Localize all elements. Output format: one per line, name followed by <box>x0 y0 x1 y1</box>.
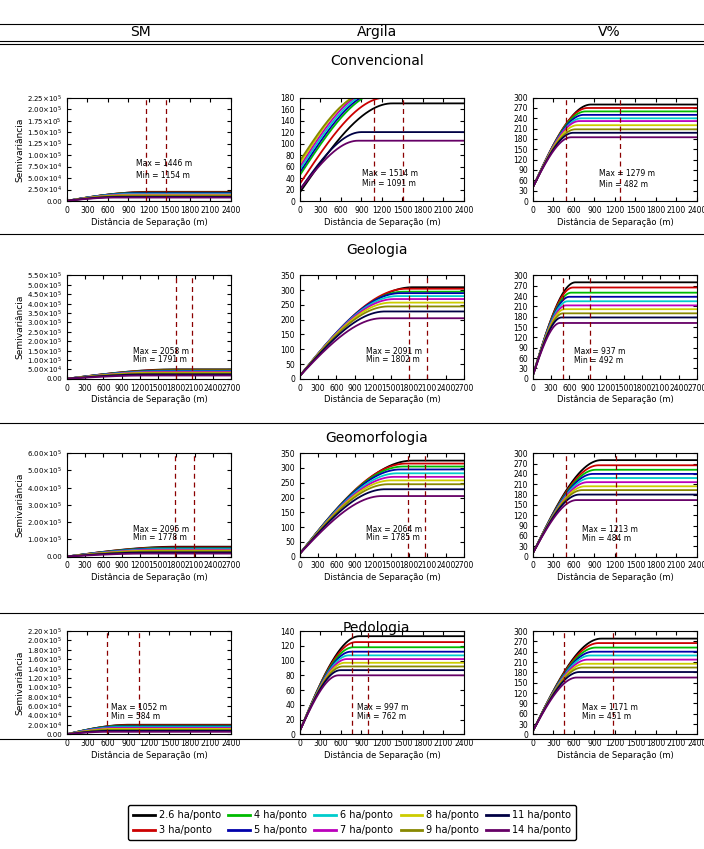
Text: Min = 492 m: Min = 492 m <box>574 357 623 365</box>
X-axis label: Distância de Separação (m): Distância de Separação (m) <box>557 573 673 582</box>
Text: SM: SM <box>130 25 151 39</box>
Text: Min = 1778 m: Min = 1778 m <box>132 533 187 543</box>
X-axis label: Distância de Separação (m): Distância de Separação (m) <box>91 396 207 404</box>
X-axis label: Distância de Separação (m): Distância de Separação (m) <box>324 573 440 582</box>
Text: Max = 1514 m: Max = 1514 m <box>363 169 418 178</box>
Text: Max = 2091 m: Max = 2091 m <box>365 347 422 356</box>
X-axis label: Distância de Separação (m): Distância de Separação (m) <box>557 751 673 760</box>
Text: Max = 2095 m: Max = 2095 m <box>132 525 189 534</box>
X-axis label: Distância de Separação (m): Distância de Separação (m) <box>91 751 207 760</box>
X-axis label: Distância de Separação (m): Distância de Separação (m) <box>324 751 440 760</box>
Legend: 2.6 ha/ponto, 3 ha/ponto, 4 ha/ponto, 5 ha/ponto, 6 ha/ponto, 7 ha/ponto, 8 ha/p: 2.6 ha/ponto, 3 ha/ponto, 4 ha/ponto, 5 … <box>128 806 576 840</box>
Text: Max = 937 m: Max = 937 m <box>574 347 625 356</box>
Text: Min = 1154 m: Min = 1154 m <box>136 171 189 180</box>
Text: Min = 1785 m: Min = 1785 m <box>365 533 420 543</box>
Text: Max = 1052 m: Max = 1052 m <box>111 703 167 711</box>
X-axis label: Distância de Separação (m): Distância de Separação (m) <box>91 573 207 582</box>
Text: Max = 997 m: Max = 997 m <box>358 703 409 711</box>
X-axis label: Distância de Separação (m): Distância de Separação (m) <box>557 396 673 404</box>
Y-axis label: Semivariância: Semivariância <box>15 650 24 715</box>
Text: Min = 1091 m: Min = 1091 m <box>363 178 416 188</box>
Text: Geomorfologia: Geomorfologia <box>325 431 428 445</box>
Text: V%: V% <box>598 25 620 39</box>
X-axis label: Distância de Separação (m): Distância de Separação (m) <box>324 217 440 227</box>
Text: Min = 762 m: Min = 762 m <box>358 712 406 721</box>
Text: Min = 584 m: Min = 584 m <box>111 712 161 721</box>
Text: Min = 451 m: Min = 451 m <box>582 712 631 721</box>
Text: Min = 484 m: Min = 484 m <box>582 534 631 543</box>
Y-axis label: Semivariância: Semivariância <box>15 295 24 359</box>
Text: Argila: Argila <box>356 25 397 39</box>
Text: Max = 2064 m: Max = 2064 m <box>365 525 422 534</box>
X-axis label: Distância de Separação (m): Distância de Separação (m) <box>557 217 673 227</box>
Text: Max = 2058 m: Max = 2058 m <box>132 347 189 356</box>
Y-axis label: Semivariância: Semivariância <box>15 473 24 537</box>
Text: Min = 1791 m: Min = 1791 m <box>132 356 187 364</box>
Text: Min = 482 m: Min = 482 m <box>598 180 648 188</box>
Text: Max = 1279 m: Max = 1279 m <box>598 169 655 178</box>
Text: Geologia: Geologia <box>346 243 408 256</box>
X-axis label: Distância de Separação (m): Distância de Separação (m) <box>91 217 207 227</box>
X-axis label: Distância de Separação (m): Distância de Separação (m) <box>324 396 440 404</box>
Text: Max = 1171 m: Max = 1171 m <box>582 703 638 711</box>
Text: Max = 1446 m: Max = 1446 m <box>136 159 192 168</box>
Y-axis label: Semivariância: Semivariância <box>15 117 24 182</box>
Text: Max = 1213 m: Max = 1213 m <box>582 525 638 534</box>
Text: Convencional: Convencional <box>329 54 424 68</box>
Text: Pedologia: Pedologia <box>343 621 410 635</box>
Text: Min = 1802 m: Min = 1802 m <box>365 356 420 364</box>
